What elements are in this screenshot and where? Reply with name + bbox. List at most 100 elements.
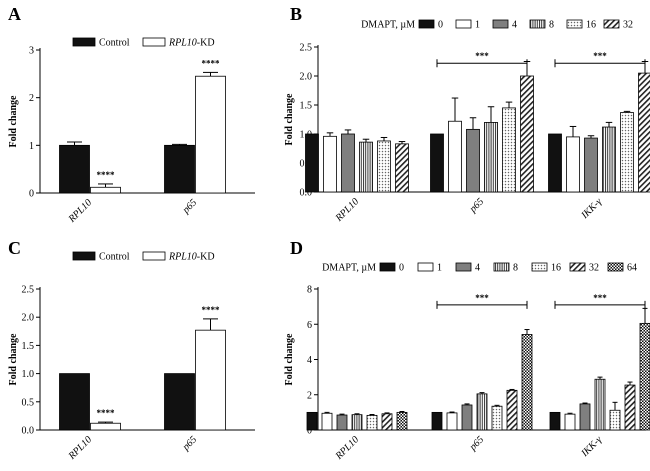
panel-a: A 0 1 2 3 Fold change RPL10 p65 **** **** Control R…: [8, 4, 255, 225]
bar: [381, 413, 393, 431]
legend-label: 32: [623, 20, 633, 31]
legend-label-italic: RPL10: [168, 252, 197, 263]
y-tick-label: 1.5: [22, 341, 35, 352]
legend-swatch: [142, 251, 166, 261]
legend-label: RPL10-KD: [168, 252, 215, 263]
legend-label-rest: -KD: [197, 252, 215, 263]
bar: [351, 414, 363, 431]
y-tick-label: 0.0: [300, 188, 313, 199]
x-tick-label: p65: [467, 434, 486, 453]
panel-d: D 0 2 4 6 8 Fold change RPL10 p65 IKK-γ *** *** DMAP…: [284, 238, 650, 462]
legend-swatch: [418, 19, 435, 29]
y-tick-label: 2.0: [22, 313, 35, 324]
bar: [366, 414, 378, 431]
bar: [395, 143, 409, 193]
bar: [549, 411, 561, 431]
legend-swatch: [603, 19, 620, 29]
significance-label: ****: [97, 408, 116, 418]
bar: [638, 72, 650, 193]
y-tick-label: 4: [307, 355, 312, 366]
panel-label: D: [290, 238, 303, 258]
bar: [336, 414, 348, 431]
y-axis-label: Fold change: [284, 93, 295, 146]
y-tick-label: 1: [29, 141, 34, 152]
bar: [564, 413, 576, 431]
y-tick-label: 6: [307, 320, 312, 331]
y-tick-label: 2.5: [300, 43, 313, 54]
bar: [377, 140, 391, 193]
bar: [195, 329, 226, 431]
y-tick-label: 8: [307, 285, 312, 296]
legend-swatch: [72, 251, 96, 261]
legend-label: 16: [551, 263, 561, 274]
bar: [566, 136, 580, 193]
significance-label: ***: [475, 293, 489, 303]
significance-label: ****: [97, 170, 116, 180]
y-tick-label: 1.5: [300, 101, 313, 112]
bar: [466, 128, 480, 193]
y-axis-label: Fold change: [8, 333, 19, 386]
bar: [579, 403, 591, 431]
x-tick-label: RPL10: [333, 196, 361, 224]
panel-label: C: [8, 238, 21, 258]
y-tick-label: 0: [307, 426, 312, 437]
legend-label-rest: -KD: [197, 38, 215, 49]
bar: [321, 412, 333, 431]
bar: [520, 75, 534, 193]
legend-swatch: [531, 262, 548, 272]
legend-label: 8: [513, 263, 518, 274]
legend-label: Control: [99, 252, 130, 263]
bar: [506, 389, 518, 431]
legend-label: 8: [549, 20, 554, 31]
y-tick-label: 2: [29, 93, 34, 104]
panel-c: C 0.0 0.5 1.0 1.5 2.0 2.5 Fold change RPL10 p65 **…: [8, 238, 255, 462]
legend-label: 4: [512, 20, 517, 31]
legend-swatch: [529, 19, 546, 29]
y-tick-label: 1.0: [22, 369, 35, 380]
bar: [59, 144, 90, 194]
bar: [446, 412, 458, 431]
bar: [164, 373, 195, 431]
bar: [306, 411, 318, 431]
x-tick-label: p65: [180, 197, 199, 216]
legend-label: 1: [437, 263, 442, 274]
y-tick-label: 2.5: [22, 285, 35, 296]
x-tick-label: IKK-γ: [579, 196, 605, 222]
bar: [602, 126, 616, 193]
legend-label: 1: [475, 20, 480, 31]
legend-swatch: [455, 262, 472, 272]
bar: [548, 133, 562, 193]
legend-label: 0: [399, 263, 404, 274]
legend-title: DMAPT, µM: [361, 20, 415, 31]
legend-label: RPL10-KD: [168, 38, 215, 49]
legend-label: 32: [589, 263, 599, 274]
bar: [430, 133, 444, 193]
legend-swatch: [607, 262, 624, 272]
y-tick-label: 0: [29, 189, 34, 200]
significance-label: ****: [202, 58, 221, 68]
bar: [502, 107, 516, 193]
bar: [164, 144, 195, 194]
legend-swatch: [455, 19, 472, 29]
legend-swatch: [569, 262, 586, 272]
panel-label: A: [8, 4, 21, 24]
bar: [620, 112, 634, 193]
y-axis-label: Fold change: [284, 333, 295, 386]
bar: [341, 133, 355, 193]
y-tick-label: 2: [307, 390, 312, 401]
x-tick-label: RPL10: [66, 434, 94, 462]
legend-swatch: [72, 37, 96, 47]
legend-swatch: [417, 262, 434, 272]
bar: [396, 411, 408, 431]
y-tick-label: 0.0: [22, 426, 35, 437]
legend-swatch: [379, 262, 396, 272]
legend-swatch: [493, 262, 510, 272]
bar: [484, 122, 498, 193]
legend-label: Control: [99, 38, 130, 49]
bar: [491, 405, 503, 431]
x-tick-label: p65: [467, 196, 486, 215]
x-tick-label: p65: [180, 434, 199, 453]
bar: [624, 384, 636, 431]
